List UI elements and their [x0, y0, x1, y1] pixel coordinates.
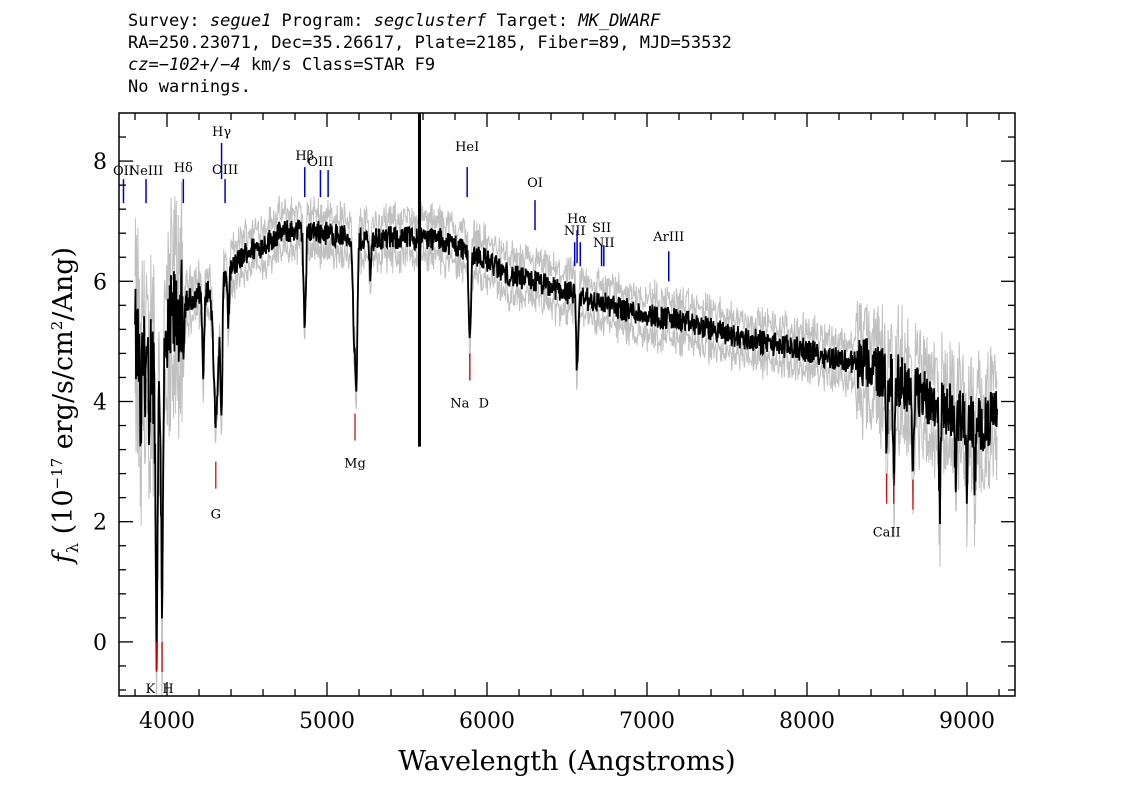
emission-line-label: NeIII	[129, 164, 163, 179]
header-line-2: RA=250.23071, Dec=35.26617, Plate=2185, …	[128, 33, 732, 53]
error-lower-envelope	[134, 229, 998, 697]
y-tick-label: 8	[93, 150, 107, 175]
emission-line-label: HeI	[455, 140, 479, 155]
y-tick-label: 2	[93, 511, 107, 536]
target-label: Target:	[486, 11, 579, 31]
y-tick-label: 4	[93, 390, 107, 415]
axis-ticks	[119, 113, 1015, 696]
header-line-1: Survey: segue1 Program: segclusterf Targ…	[128, 10, 732, 32]
x-tick-label: 4000	[139, 709, 195, 734]
x-tick-label: 5000	[299, 709, 355, 734]
y-tick-label: 0	[93, 631, 107, 656]
survey-label: Survey:	[128, 11, 210, 31]
x-tick-label: 6000	[459, 709, 515, 734]
header-line-4: No warnings.	[128, 77, 251, 97]
absorption-line-label: G	[211, 508, 221, 523]
absorption-line-label: Mg	[344, 457, 366, 472]
absorption-line-label: H	[162, 682, 173, 697]
absorption-line-label: CaII	[873, 526, 901, 541]
emission-line-label: NII	[564, 224, 586, 239]
absorption-line-label: D	[479, 396, 489, 411]
y-axis-title: fλ (10−17 erg/s/cm2/Ang)	[48, 247, 82, 565]
emission-line-label: OII	[113, 164, 134, 179]
header-line-3: cz=−102+/−4 km/s Class=STAR F9	[128, 54, 732, 76]
x-axis-title: Wavelength (Angstroms)	[398, 746, 735, 777]
emission-line-label: OIII	[307, 155, 333, 170]
x-tick-label: 9000	[939, 709, 995, 734]
emission-line-label: Hβ	[295, 149, 314, 164]
target-value: MK_DWARF	[578, 11, 661, 31]
emission-line-label: NII	[593, 236, 615, 251]
emission-line-label: Hδ	[174, 161, 193, 176]
y-tick-label: 6	[93, 270, 107, 295]
emission-line-label: Hα	[567, 212, 587, 227]
spectrum-header: Survey: segue1 Program: segclusterf Targ…	[128, 10, 732, 98]
cz-label: cz=	[128, 55, 159, 75]
emission-line-label: OIII	[212, 163, 238, 178]
plot-frame	[118, 112, 1016, 697]
emission-line-label: OI	[527, 176, 543, 191]
error-upper-envelope	[134, 181, 998, 600]
emission-line-label: SII	[592, 221, 611, 236]
absorption-line-label: Na	[450, 396, 469, 411]
flux-series-line	[134, 219, 998, 670]
x-tick-label: 7000	[619, 709, 675, 734]
survey-value: segue1	[209, 11, 272, 31]
tick-labels: 4000 5000 6000 7000 8000 9000 0 2 4 6 8	[93, 150, 995, 734]
program-label: Program:	[271, 11, 374, 31]
x-tick-label: 8000	[779, 709, 835, 734]
program-value: segclusterf	[373, 11, 487, 31]
class-info: km/s Class=STAR F9	[240, 55, 436, 75]
absorption-line-label: K	[146, 682, 156, 697]
emission-line-label: Hγ	[212, 125, 231, 140]
emission-line-label: ArIII	[652, 230, 684, 245]
cz-value: −102+/−4	[158, 55, 241, 75]
